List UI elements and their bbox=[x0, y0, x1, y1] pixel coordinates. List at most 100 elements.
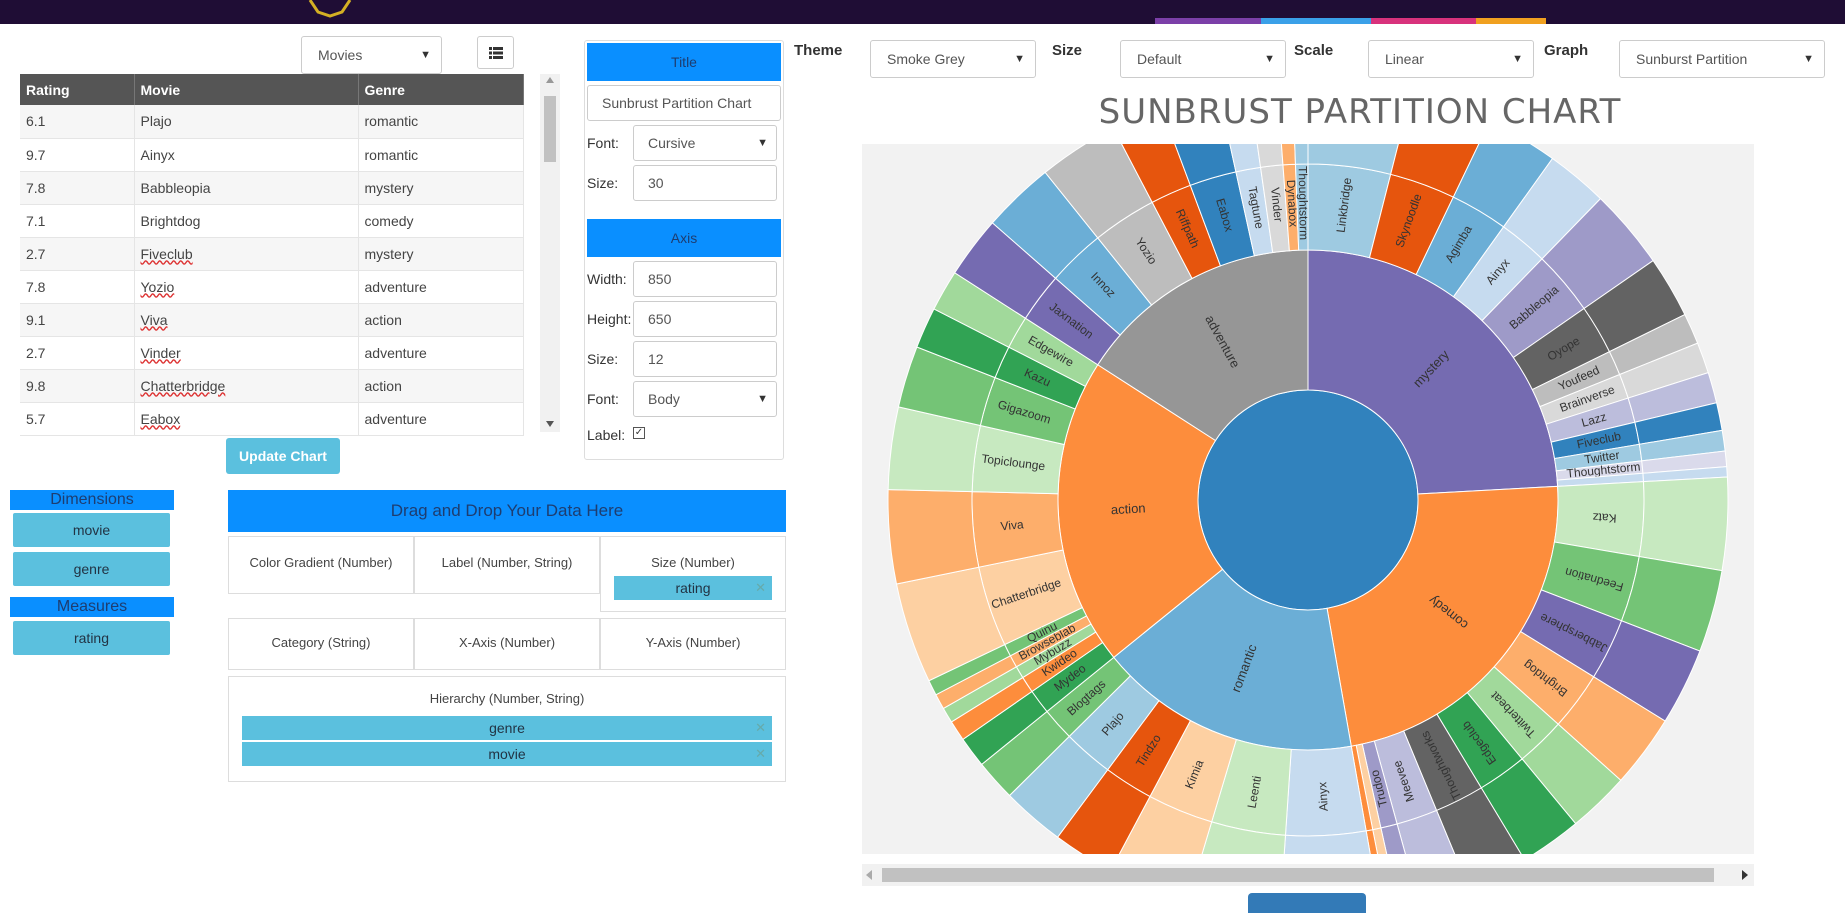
width-label: Width: bbox=[587, 271, 627, 287]
cell-rating: 6.1 bbox=[20, 105, 135, 139]
dataset-select[interactable]: Movies ▼ bbox=[301, 36, 442, 74]
title-input[interactable]: Sunbrust Partition Chart bbox=[587, 85, 781, 121]
chart-horizontal-scrollbar[interactable] bbox=[862, 864, 1754, 886]
title-font-value: Cursive bbox=[648, 135, 696, 151]
axis-size-input[interactable]: 12 bbox=[633, 341, 777, 377]
label-checkbox[interactable]: ✓ bbox=[633, 427, 645, 439]
axis-font-label: Font: bbox=[587, 391, 619, 407]
hierarchy-pill-genre[interactable]: genre ✕ bbox=[242, 716, 772, 740]
drop-label[interactable]: Label (Number, String) bbox=[414, 536, 600, 594]
data-table: Rating Movie Genre 6.1 Plajo romantic 9.7 Ai… bbox=[20, 74, 524, 436]
table-row[interactable]: 7.1 Brightdog comedy bbox=[20, 204, 524, 238]
cell-movie: Vinder bbox=[134, 336, 359, 370]
title-font-label: Font: bbox=[587, 135, 619, 151]
title-size-input[interactable]: 30 bbox=[633, 165, 777, 201]
hierarchy-pill-genre-label: genre bbox=[489, 720, 525, 736]
drop-size[interactable]: Size (Number) bbox=[600, 536, 786, 612]
remove-icon[interactable]: ✕ bbox=[755, 746, 766, 761]
column-header-genre[interactable]: Genre bbox=[358, 74, 524, 105]
measure-chip-rating[interactable]: rating bbox=[13, 621, 170, 655]
size-select[interactable]: Default ▼ bbox=[1120, 40, 1286, 78]
table-row[interactable]: 9.8 Chatterbridge action bbox=[20, 369, 524, 403]
movie-outer-segment[interactable] bbox=[887, 489, 980, 585]
width-input[interactable]: 850 bbox=[633, 261, 777, 297]
hierarchy-pill-movie[interactable]: movie ✕ bbox=[242, 742, 772, 766]
cell-rating: 7.8 bbox=[20, 270, 135, 304]
table-row[interactable]: 9.7 Ainyx romantic bbox=[20, 138, 524, 172]
size-label: Size bbox=[1052, 42, 1083, 59]
table-row[interactable]: 7.8 Yozio adventure bbox=[20, 270, 524, 304]
cell-movie: Ainyx bbox=[134, 138, 359, 172]
height-label: Height: bbox=[587, 311, 632, 327]
size-pill-rating[interactable]: rating ✕ bbox=[614, 576, 772, 600]
table-scrollbar[interactable] bbox=[540, 74, 560, 432]
update-chart-button[interactable]: Update Chart bbox=[226, 438, 340, 474]
cell-movie: Eabox bbox=[134, 402, 359, 436]
cell-movie: Brightdog bbox=[134, 204, 359, 238]
cell-genre: mystery bbox=[358, 171, 524, 205]
dataset-select-value: Movies bbox=[318, 47, 363, 63]
cell-genre: action bbox=[358, 303, 524, 337]
remove-icon[interactable]: ✕ bbox=[755, 720, 766, 735]
movie-label: Thoughtstorm bbox=[1296, 166, 1311, 240]
table-row[interactable]: 5.7 Eabox adventure bbox=[20, 402, 524, 436]
cell-rating: 5.7 bbox=[20, 402, 135, 436]
list-icon bbox=[488, 46, 503, 59]
drop-x-axis-label: X-Axis (Number) bbox=[458, 635, 556, 650]
graph-label: Graph bbox=[1544, 42, 1589, 59]
drop-x-axis[interactable]: X-Axis (Number) bbox=[414, 618, 600, 670]
accent-stripe-pink bbox=[1371, 18, 1476, 24]
hierarchy-pill-movie-label: movie bbox=[488, 746, 526, 762]
size-pill-label: rating bbox=[675, 580, 711, 596]
drop-color-gradient[interactable]: Color Gradient (Number) bbox=[228, 536, 414, 594]
genre-label-action: action bbox=[1110, 500, 1145, 517]
movie-name: Plajo bbox=[140, 113, 172, 130]
theme-value: Smoke Grey bbox=[887, 51, 965, 67]
chevron-down-icon: ▼ bbox=[1014, 53, 1025, 65]
movie-label: Vinder bbox=[1268, 187, 1286, 223]
dimension-chip-genre[interactable]: genre bbox=[13, 552, 170, 586]
drop-zone-header: Drag and Drop Your Data Here bbox=[228, 490, 786, 532]
cell-rating: 7.8 bbox=[20, 171, 135, 205]
accent-stripe-blue bbox=[1261, 18, 1371, 24]
drop-category[interactable]: Category (String) bbox=[228, 618, 414, 670]
scale-select[interactable]: Linear ▼ bbox=[1368, 40, 1534, 78]
table-row[interactable]: 6.1 Plajo romantic bbox=[20, 105, 524, 139]
chart-title: SUNBRUST PARTITION CHART bbox=[1098, 92, 1622, 132]
title-font-select[interactable]: Cursive ▼ bbox=[633, 125, 777, 161]
column-header-movie[interactable]: Movie bbox=[134, 74, 359, 105]
graph-select[interactable]: Sunburst Partition ▼ bbox=[1619, 40, 1825, 78]
height-input[interactable]: 650 bbox=[633, 301, 777, 337]
drop-hierarchy-label: Hierarchy (Number, String) bbox=[429, 691, 585, 706]
table-view-button[interactable] bbox=[477, 36, 514, 69]
chevron-down-icon: ▼ bbox=[1512, 53, 1523, 65]
cell-rating: 2.7 bbox=[20, 237, 135, 271]
drop-zone[interactable]: Drag and Drop Your Data Here Color Gradi… bbox=[228, 490, 786, 782]
drop-hierarchy[interactable]: Hierarchy (Number, String) bbox=[228, 676, 786, 782]
drop-y-axis[interactable]: Y-Axis (Number) bbox=[600, 618, 786, 670]
cell-genre: romantic bbox=[358, 105, 524, 139]
theme-select[interactable]: Smoke Grey ▼ bbox=[870, 40, 1036, 78]
axis-size-label: Size: bbox=[587, 351, 619, 367]
cell-genre: adventure bbox=[358, 270, 524, 304]
cell-movie: Plajo bbox=[134, 105, 359, 139]
sunburst-root[interactable] bbox=[1197, 389, 1419, 611]
table-row[interactable]: 7.8 Babbleopia mystery bbox=[20, 171, 524, 205]
accent-stripe-orange bbox=[1476, 18, 1546, 24]
drop-label-label: Label (Number, String) bbox=[441, 555, 573, 570]
table-row[interactable]: 9.1 Viva action bbox=[20, 303, 524, 337]
column-header-rating[interactable]: Rating bbox=[20, 74, 135, 105]
remove-icon[interactable]: ✕ bbox=[755, 580, 766, 595]
movie-outer-segment[interactable] bbox=[1638, 476, 1729, 572]
table-row[interactable]: 2.7 Fiveclub mystery bbox=[20, 237, 524, 271]
axis-font-select[interactable]: Body ▼ bbox=[633, 381, 777, 417]
cell-movie: Fiveclub bbox=[134, 237, 359, 271]
create-profile-button[interactable] bbox=[1248, 893, 1366, 913]
cell-movie: Babbleopia bbox=[134, 171, 359, 205]
dimension-chip-movie[interactable]: movie bbox=[13, 513, 170, 547]
measures-header: Measures bbox=[10, 597, 174, 617]
movie-name: Brightdog bbox=[140, 212, 201, 229]
table-row[interactable]: 2.7 Vinder adventure bbox=[20, 336, 524, 370]
movie-name: Vinder bbox=[140, 344, 181, 361]
